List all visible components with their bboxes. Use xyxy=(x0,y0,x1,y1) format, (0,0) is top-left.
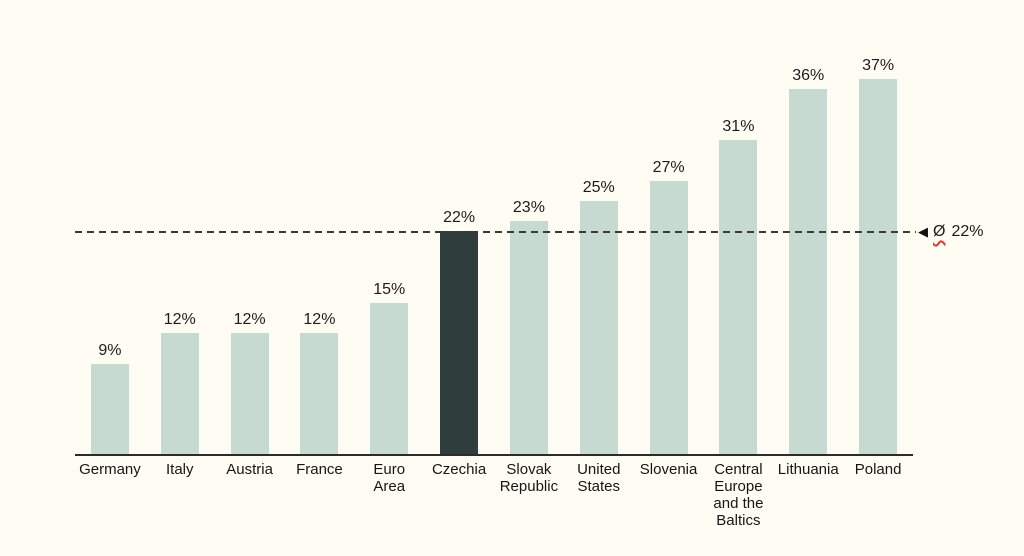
bar-value-label-slovak-republic: 23% xyxy=(512,199,545,216)
average-label: Ø 22% xyxy=(933,222,983,242)
bar-value-label-lithuania: 36% xyxy=(792,67,825,84)
category-label-line: and the xyxy=(713,495,764,512)
bar-value-label-germany: 9% xyxy=(98,342,122,359)
category-label-line: Czechia xyxy=(431,461,487,478)
bar-euro-area xyxy=(370,303,409,455)
category-label-euro-area: Euro Area xyxy=(373,461,405,495)
bar-slovak-republic xyxy=(509,221,548,455)
average-value: 22% xyxy=(951,223,984,240)
category-label-poland: Poland xyxy=(855,461,902,478)
bar-value-label-poland: 37% xyxy=(862,57,895,74)
x-axis-line xyxy=(75,454,913,456)
category-label-line: States xyxy=(577,478,621,495)
bar-italy xyxy=(160,333,199,455)
average-annotation: ◀ Ø 22% xyxy=(918,222,983,242)
category-label-line: Poland xyxy=(854,461,902,478)
bar-value-label-slovenia: 27% xyxy=(652,159,685,176)
bar-lithuania xyxy=(789,89,828,455)
category-label-line: Italy xyxy=(165,461,194,478)
bar-central-europe-and-the-baltics xyxy=(719,140,758,455)
bar-poland xyxy=(859,79,898,455)
bar-value-label-italy: 12% xyxy=(163,311,196,328)
category-label-central-europe-and-the-baltics: Central Europe and the Baltics xyxy=(713,461,763,529)
category-label-line: Slovenia xyxy=(639,461,698,478)
category-label-line: Lithuania xyxy=(777,461,839,478)
category-label-line: Austria xyxy=(226,461,273,478)
category-label-line: France xyxy=(296,461,343,478)
bar-czechia xyxy=(440,231,479,455)
category-label-line: Central xyxy=(714,461,763,478)
category-label-line: Germany xyxy=(79,461,141,478)
average-dashed-line xyxy=(75,231,916,233)
bar-germany xyxy=(90,364,129,455)
bar-slovenia xyxy=(649,181,688,455)
bar-france xyxy=(300,333,339,455)
category-label-france: France xyxy=(296,461,343,478)
bar-united-states xyxy=(579,201,618,455)
bar-austria xyxy=(230,333,269,455)
category-label-slovak-republic: Slovak Republic xyxy=(500,461,558,495)
bar-value-label-france: 12% xyxy=(303,311,336,328)
bar-value-label-czechia: 22% xyxy=(443,209,476,226)
bar-value-label-united-states: 25% xyxy=(582,179,615,196)
category-label-line: Baltics xyxy=(716,512,761,529)
average-symbol: Ø xyxy=(933,223,946,240)
bar-value-label-euro-area: 15% xyxy=(373,281,406,298)
category-label-line: Slovak xyxy=(506,461,552,478)
category-label-czechia: Czechia xyxy=(432,461,486,478)
bar-value-label-austria: 12% xyxy=(233,311,266,328)
bar-value-label-central-europe-and-the-baltics: 31% xyxy=(722,118,755,135)
category-label-austria: Austria xyxy=(226,461,273,478)
category-label-italy: Italy xyxy=(166,461,194,478)
category-label-line: Area xyxy=(373,478,406,495)
category-label-line: Europe xyxy=(714,478,763,495)
category-label-line: Republic xyxy=(499,478,559,495)
left-arrow-icon: ◀ xyxy=(918,224,928,239)
category-label-united-states: United States xyxy=(577,461,620,495)
category-label-germany: Germany xyxy=(79,461,141,478)
category-label-line: Euro xyxy=(373,461,406,478)
category-label-lithuania: Lithuania xyxy=(778,461,839,478)
category-label-line: United xyxy=(577,461,621,478)
category-label-slovenia: Slovenia xyxy=(640,461,698,478)
